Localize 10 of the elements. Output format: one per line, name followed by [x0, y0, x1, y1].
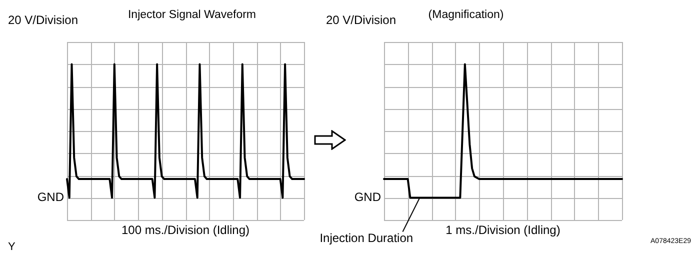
chart-title: Injector Signal Waveform — [128, 9, 256, 22]
chart-title: (Magnification) — [428, 9, 504, 22]
text: GND — [354, 190, 381, 204]
y-axis-title: 20 V/Division — [326, 13, 396, 27]
y-axis-title: 20 V/Division — [8, 13, 78, 27]
x-axis-title: 1 ms./Division (Idling) — [446, 223, 560, 237]
x-axis-title: 100 ms./Division (Idling) — [121, 223, 250, 237]
text: Injection Duration — [320, 230, 414, 245]
text: GND — [37, 190, 64, 204]
text: Y — [8, 241, 16, 253]
